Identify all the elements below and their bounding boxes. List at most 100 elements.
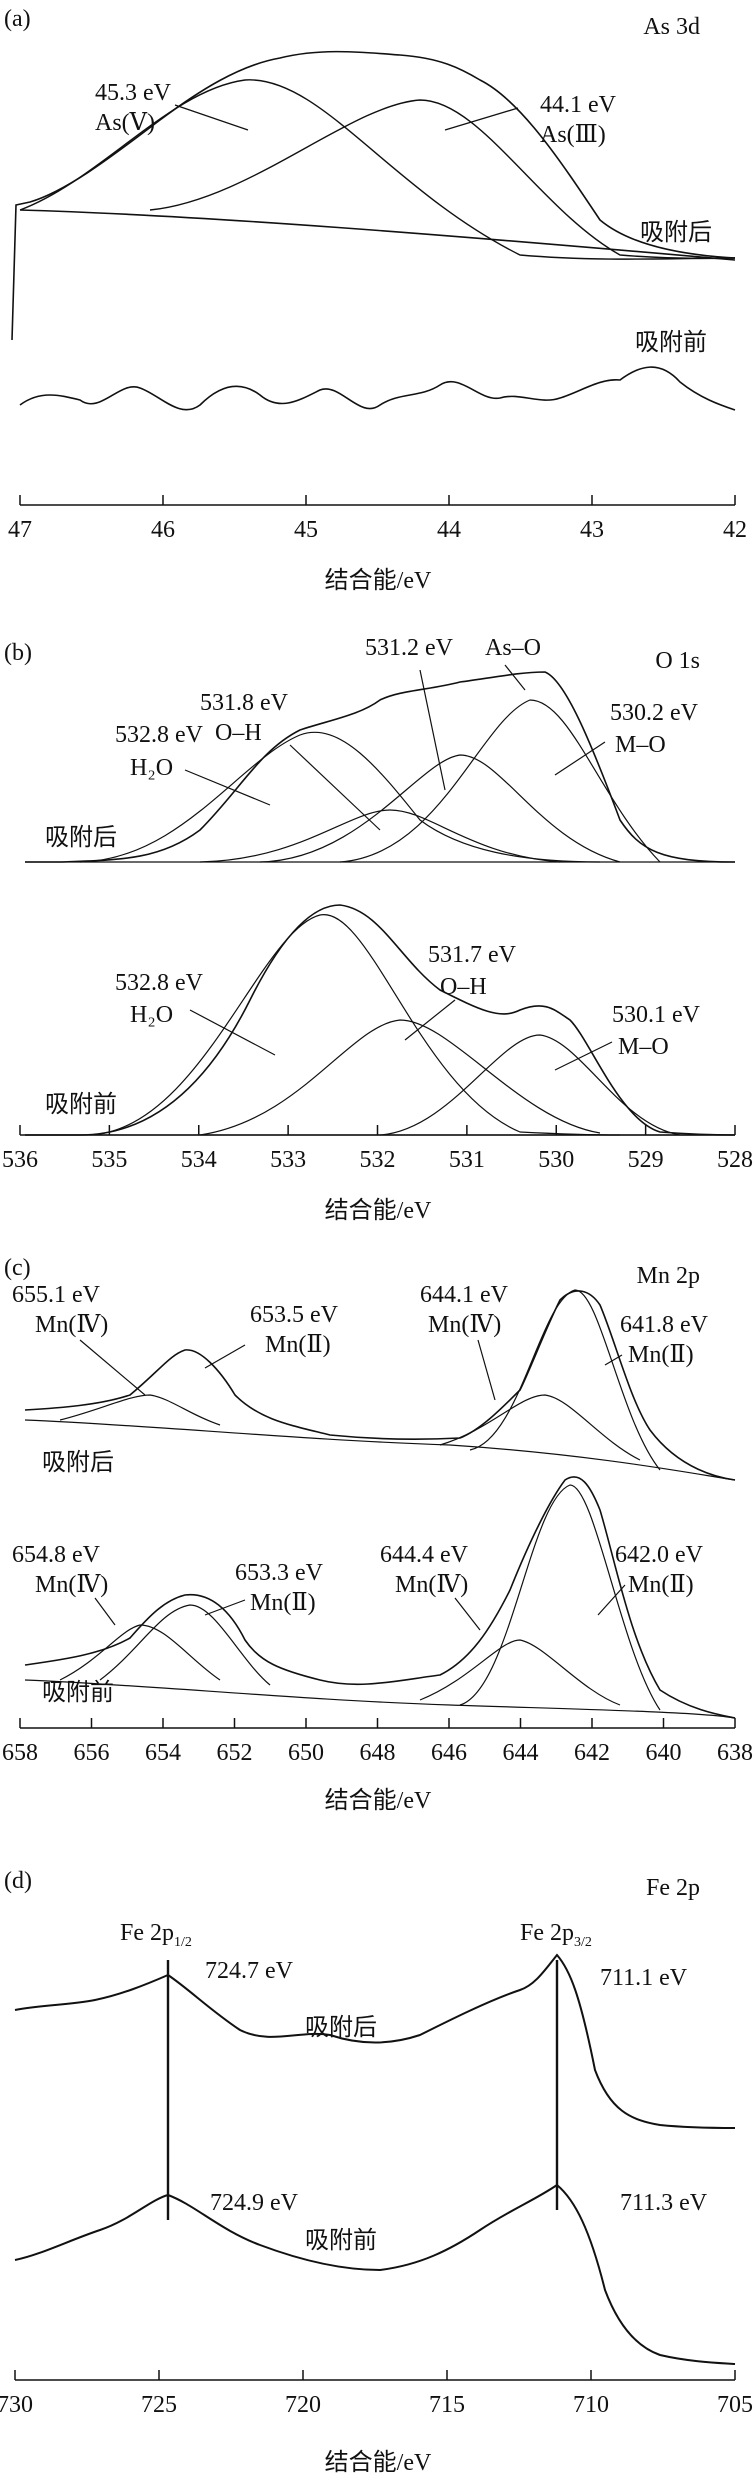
panel-c-leader-after-641 (604, 1354, 623, 1366)
panel-b-ann-before-mo: M–O (618, 1034, 669, 1060)
panel-c-title: Mn 2p (637, 1263, 700, 1289)
x-tick-label: 715 (429, 2392, 465, 2418)
panel-c-fit-before-mn2-high (459, 1484, 661, 1711)
panel-c-ann-before-642: Mn(Ⅱ) (628, 1572, 694, 1598)
panel-d-ann-after-711: 711.1 eV (600, 1965, 688, 1991)
panel-c-ann-after-653: Mn(Ⅱ) (265, 1332, 331, 1358)
panel-c-fit-before-mn4-high (419, 1639, 621, 1706)
panel-a-ann-as3-ev: 44.1 eV (540, 92, 617, 118)
panel-a-curve-label-after: 吸附后 (640, 219, 712, 246)
panel-d-x-axis-label: 结合能/eV (325, 2449, 432, 2476)
panel-b-leader-aso-2 (504, 664, 526, 691)
panel-d-curve-label-after: 吸附后 (305, 2014, 377, 2041)
x-tick-label: 640 (646, 1740, 682, 1766)
x-tick-label: 658 (2, 1740, 38, 1766)
panel-b-ann-before-oh: O–H (440, 974, 487, 1000)
panel-b: (b) O 1s 531.8 eV O–H 531.2 eV As–O 532.… (2, 635, 753, 1224)
panel-c-leader-after-655 (79, 1339, 146, 1396)
x-tick-label: 710 (573, 2392, 609, 2418)
x-tick-label: 644 (503, 1740, 539, 1766)
panel-b-fit-before-mo (379, 1034, 681, 1136)
panel-c-ann-after-641-ev: 641.8 eV (620, 1312, 709, 1338)
x-tick-label: 656 (74, 1740, 110, 1766)
panel-b-fit-oh (199, 809, 561, 863)
panel-a-x-axis-label: 结合能/eV (325, 567, 432, 594)
x-tick-label: 725 (141, 2392, 177, 2418)
panel-b-series-after (25, 671, 736, 863)
panel-c-ann-after-644-ev: 644.1 eV (420, 1282, 509, 1308)
panel-d-ann-before-711: 711.3 eV (620, 2190, 708, 2216)
panel-b-fit-mo (339, 699, 661, 863)
panel-a-fit-as3 (149, 99, 736, 260)
x-tick-label: 533 (270, 1147, 306, 1173)
panel-c-fit-before-mn4-low (59, 1624, 221, 1681)
panel-b-ann-mo: M–O (615, 732, 666, 758)
panel-c-leader-after-653 (204, 1344, 246, 1369)
panel-a-leader-as3 (444, 107, 519, 131)
x-tick-label: 531 (449, 1147, 485, 1173)
panel-b-fit-before-h2o (89, 914, 621, 1136)
panel-c-fit-after-mn2-high (469, 1289, 661, 1471)
panel-c-x-ticks: 658 656 654 652 650 648 646 644 642 640 638 (2, 1718, 753, 1766)
panel-c-before-baseline (24, 1679, 736, 1719)
panel-d-label: (d) (4, 1868, 32, 1894)
x-tick-label: 648 (360, 1740, 396, 1766)
panel-a-series-after (11, 50, 736, 341)
panel-b-leader-before-h2o (189, 1009, 276, 1056)
x-tick-label: 44 (437, 517, 461, 543)
panel-c-fit-after-mn4-low (59, 1394, 221, 1426)
panel-c-leader-before-654 (94, 1597, 116, 1626)
panel-a-curve-label-before: 吸附前 (635, 329, 707, 356)
x-tick-label: 705 (717, 2392, 753, 2418)
panel-a-after-baseline (19, 209, 736, 261)
panel-c-ann-after-655: Mn(Ⅳ) (35, 1312, 108, 1338)
panel-d-curve-label-before: 吸附前 (305, 2227, 377, 2254)
panel-a-ann-as3-species: As(Ⅲ) (540, 122, 606, 148)
panel-b-ann-before-oh-ev: 531.7 eV (428, 942, 517, 968)
x-tick-label: 46 (151, 517, 175, 543)
panel-a-ann-as5-ev: 45.3 eV (95, 80, 172, 106)
x-tick-label: 654 (145, 1740, 181, 1766)
panel-b-fit-h2o (79, 731, 601, 863)
panel-b-curve-label-before: 吸附前 (45, 1091, 117, 1118)
panel-b-leader-mo (554, 741, 606, 776)
panel-c-leader-after-644 (477, 1339, 496, 1401)
panel-d-series-before (14, 2183, 736, 2365)
x-tick-label: 650 (288, 1740, 324, 1766)
panel-a-title: As 3d (643, 14, 700, 40)
panel-a-label: (a) (4, 6, 31, 32)
panel-a-leader-as5 (174, 104, 249, 131)
panel-c-x-axis-label: 结合能/eV (325, 1787, 432, 1814)
panel-b-fit-before-oh (199, 1019, 601, 1136)
panel-c-ann-before-642-ev: 642.0 eV (615, 1542, 704, 1568)
panel-c: (c) Mn 2p 655.1 eV Mn(Ⅳ) 653.5 eV Mn(Ⅱ) … (2, 1255, 753, 1814)
panel-a-fit-as5 (19, 79, 736, 260)
panel-c-ann-before-654: Mn(Ⅳ) (35, 1572, 108, 1598)
panel-b-ann-before-h2o: H₂O (130, 1002, 173, 1028)
panel-d-peak-line-label-2: Fe 2p3/2 (520, 1920, 592, 1950)
panel-c-fit-before-mn2-low (99, 1604, 271, 1686)
panel-c-ann-before-644: Mn(Ⅳ) (395, 1572, 468, 1598)
x-tick-label: 529 (628, 1147, 664, 1173)
panel-b-leader-h2o (184, 769, 271, 806)
panel-c-leader-before-653 (204, 1599, 246, 1616)
panel-b-x-axis-label: 结合能/eV (325, 1197, 432, 1224)
x-tick-label: 45 (294, 517, 318, 543)
panel-b-ann-h2o-ev: 532.8 eV (115, 722, 204, 748)
x-tick-label: 528 (717, 1147, 753, 1173)
panel-c-ann-after-644: Mn(Ⅳ) (428, 1312, 501, 1338)
panel-b-leader-aso (419, 669, 446, 791)
x-tick-label: 43 (580, 517, 604, 543)
panel-c-ann-after-653-ev: 653.5 eV (250, 1302, 339, 1328)
panel-d-x-ticks: 730 725 720 715 710 705 (0, 2370, 753, 2418)
panel-c-ann-before-644-ev: 644.4 eV (380, 1542, 469, 1568)
x-tick-label: 652 (217, 1740, 253, 1766)
x-tick-label: 532 (360, 1147, 396, 1173)
panel-b-leader-oh (289, 744, 381, 831)
panel-c-label: (c) (4, 1255, 31, 1281)
panel-c-ann-after-655-ev: 655.1 eV (12, 1282, 101, 1308)
panel-b-ann-before-mo-ev: 530.1 eV (612, 1002, 701, 1028)
panel-a-series-before (19, 366, 736, 411)
panel-d-ann-after-724: 724.7 eV (205, 1958, 294, 1984)
